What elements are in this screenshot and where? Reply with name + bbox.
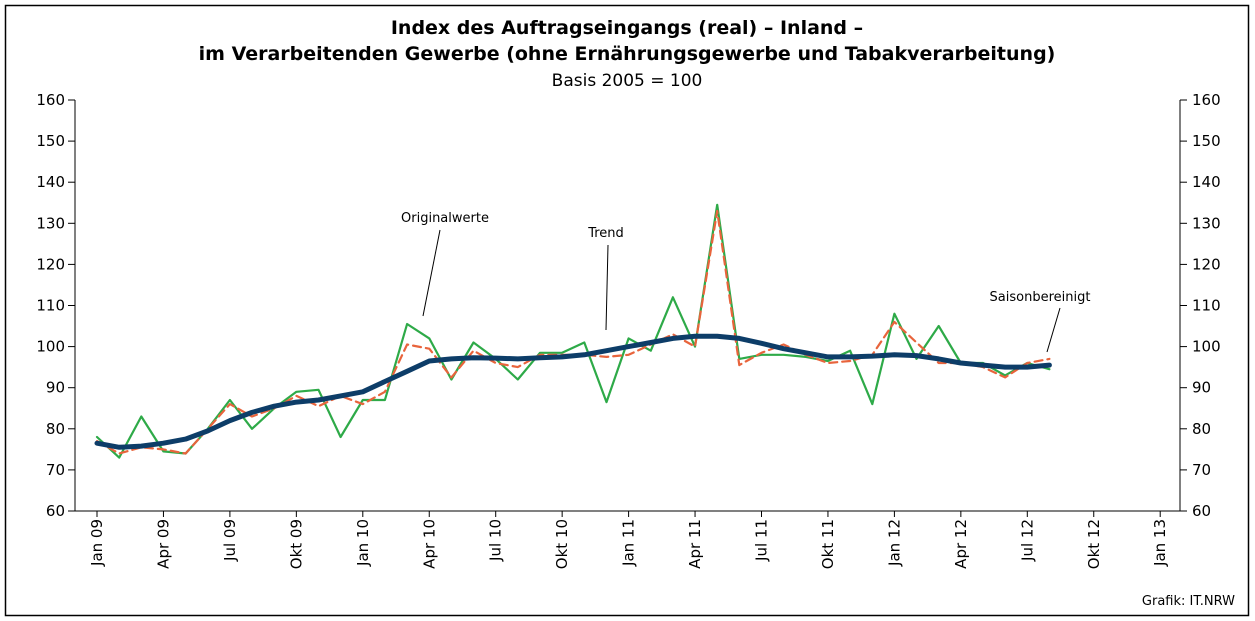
y-tick-label: 120	[36, 255, 65, 273]
y-tick-label: 100	[36, 338, 65, 356]
y-tick-label: 100	[1192, 338, 1221, 356]
y-tick-label: 150	[36, 132, 65, 150]
y-tick-label: 110	[36, 297, 65, 315]
x-tick-label: Jul 11	[753, 519, 771, 562]
x-tick-label: Jan 11	[620, 519, 638, 567]
x-tick-label: Apr 11	[686, 519, 704, 569]
y-tick-label: 160	[1192, 91, 1221, 109]
x-tick-label: Apr 09	[154, 519, 172, 569]
y-tick-label: 120	[1192, 255, 1221, 273]
annotation: Trend	[587, 226, 624, 241]
y-tick-label: 60	[1192, 502, 1211, 520]
y-tick-label: 160	[36, 91, 65, 109]
x-tick-label: Okt 10	[553, 519, 571, 569]
x-tick-label: Apr 10	[420, 519, 438, 569]
y-tick-label: 140	[36, 173, 65, 191]
annotation-pointer	[1046, 307, 1061, 353]
chart-subtitle: Basis 2005 = 100	[552, 71, 703, 91]
x-tick-label: Okt 11	[819, 519, 837, 569]
series-line	[95, 209, 1051, 455]
y-tick-label: 80	[1192, 420, 1211, 438]
series-line	[94, 333, 1052, 450]
source: Grafik: IT.NRW	[1142, 594, 1235, 609]
x-tick-label: Jul 09	[221, 519, 239, 562]
y-tick-label: 130	[36, 214, 65, 232]
chart-title: im Verarbeitenden Gewerbe (ohne Ernährun…	[199, 43, 1056, 65]
x-tick-label: Jan 13	[1151, 519, 1169, 567]
x-tick-label: Jan 12	[885, 519, 903, 567]
chart-title: Index des Auftragseingangs (real) – Inla…	[391, 17, 863, 39]
x-tick-label: Jul 12	[1018, 519, 1036, 562]
y-tick-label: 140	[1192, 173, 1221, 191]
annotation: Originalwerte	[401, 211, 489, 226]
annotation: Saisonbereinigt	[990, 290, 1091, 305]
x-tick-label: Jul 10	[487, 519, 505, 562]
x-tick-label: Apr 12	[952, 519, 970, 569]
y-tick-label: 80	[46, 420, 65, 438]
y-tick-label: 70	[1192, 461, 1211, 479]
y-tick-label: 130	[1192, 214, 1221, 232]
x-tick-label: Okt 09	[287, 519, 305, 569]
x-tick-label: Jan 10	[354, 519, 372, 567]
annotation-pointer	[422, 229, 441, 317]
y-tick-label: 150	[1192, 132, 1221, 150]
y-tick-label: 90	[46, 379, 65, 397]
y-tick-label: 110	[1192, 297, 1221, 315]
series-line	[95, 203, 1051, 459]
x-tick-label: Jan 09	[88, 519, 106, 567]
y-tick-label: 70	[46, 461, 65, 479]
y-tick-label: 90	[1192, 379, 1211, 397]
frame	[4, 4, 1250, 617]
y-tick-label: 60	[46, 502, 65, 520]
annotation-pointer	[605, 244, 609, 331]
x-tick-label: Okt 12	[1085, 519, 1103, 569]
